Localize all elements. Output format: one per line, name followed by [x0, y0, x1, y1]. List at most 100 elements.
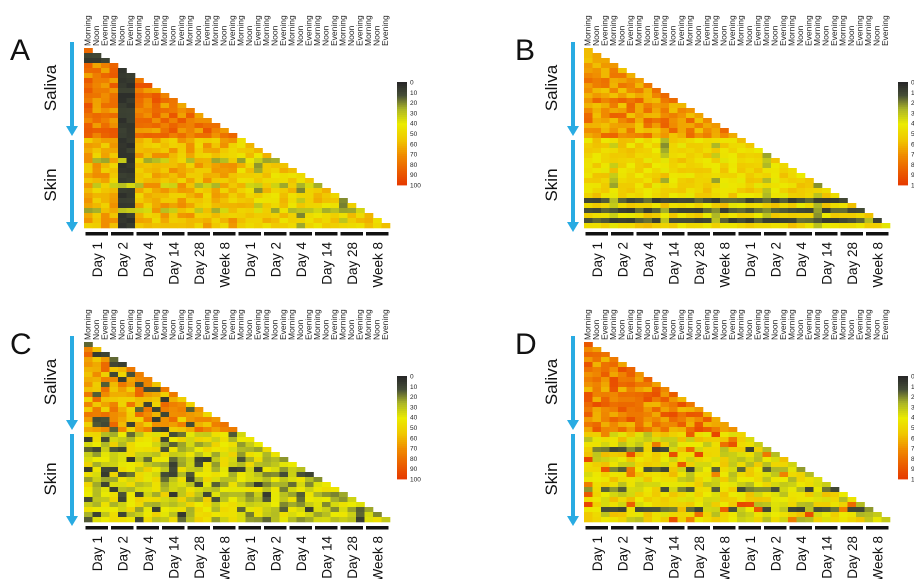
heatmap-cell: [694, 502, 704, 508]
heatmap-cell: [635, 442, 644, 448]
heatmap-cell: [652, 402, 661, 408]
heatmap-cell: [92, 58, 102, 64]
heatmap-cell: [839, 497, 848, 503]
heatmap-cell: [771, 507, 780, 513]
day-group-bar: [264, 526, 287, 530]
heatmap-cell: [856, 213, 865, 219]
heatmap-cell: [728, 153, 738, 159]
heatmap-cell: [143, 427, 153, 433]
heatmap-cell: [356, 517, 365, 523]
heatmap-cell: [194, 482, 204, 488]
heatmap-cell: [152, 133, 161, 139]
colorbar-tick: 8: [911, 162, 914, 169]
heatmap-cell: [669, 422, 678, 428]
heatmap-cell: [322, 198, 331, 204]
heatmap-cell: [109, 462, 119, 468]
heatmap-cell: [339, 512, 348, 518]
heatmap-cell: [101, 158, 110, 164]
heatmap-cell: [609, 432, 619, 438]
heatmap-cell: [660, 178, 670, 184]
heatmap-cell: [118, 462, 127, 468]
heatmap-cell: [728, 502, 738, 508]
heatmap-cell: [143, 188, 153, 194]
heatmap-cell: [745, 218, 755, 224]
heatmap-cell: [822, 517, 831, 523]
heatmap-cell: [626, 397, 636, 403]
heatmap-cell: [101, 402, 110, 408]
heatmap-cell: [822, 512, 831, 518]
heatmap-cell: [609, 447, 619, 453]
day-group-bar: [789, 526, 812, 530]
heatmap-cell: [135, 163, 144, 169]
column-label: Noon: [193, 319, 203, 340]
heatmap-cell: [262, 203, 272, 209]
heatmap-cell: [635, 377, 644, 383]
heatmap-cell: [686, 477, 695, 483]
heatmap-cell: [711, 203, 721, 209]
heatmap-cell: [864, 213, 874, 219]
heatmap-cell: [152, 153, 161, 159]
heatmap-cell: [254, 452, 263, 458]
day-label: Day 1: [590, 536, 605, 571]
colorbar-segment: [397, 162, 407, 165]
heatmap-cell: [618, 173, 627, 179]
heatmap-cell: [152, 382, 161, 388]
heatmap-cell: [228, 497, 238, 503]
heatmap-cell: [194, 407, 204, 413]
colorbar-tick: 4: [911, 415, 914, 422]
heatmap-cell: [669, 123, 678, 129]
heatmap-cell: [703, 158, 712, 164]
heatmap-cell: [728, 457, 738, 463]
heatmap-cell: [856, 517, 865, 523]
day-label: Week 8: [717, 536, 732, 579]
heatmap-cell: [92, 53, 102, 59]
heatmap-cell: [177, 512, 187, 518]
colorbar-segment: [397, 152, 407, 155]
heatmap-cell: [109, 447, 119, 453]
heatmap-cell: [677, 223, 687, 229]
heatmap-cell: [660, 213, 670, 219]
heatmap-cell: [373, 218, 382, 224]
heatmap-cell: [745, 158, 755, 164]
heatmap-cell: [177, 507, 187, 513]
heatmap-cell: [84, 83, 93, 89]
column-label: Evening: [303, 309, 313, 340]
heatmap-cell: [109, 108, 119, 114]
heatmap-cell: [152, 203, 161, 209]
heatmap-cell: [118, 472, 127, 478]
heatmap-cell: [635, 153, 644, 159]
heatmap-cell: [796, 183, 806, 189]
heatmap-cell: [271, 183, 280, 189]
heatmap-cell: [635, 193, 644, 199]
heatmap-cell: [796, 208, 806, 214]
heatmap-cell: [109, 118, 119, 124]
colorbar-tick: 70: [410, 152, 418, 159]
saliva-label: Saliva: [41, 358, 60, 405]
heatmap-cell: [694, 138, 704, 144]
heatmap-cell: [126, 372, 136, 378]
column-label: Noon: [616, 319, 626, 340]
heatmap-cell: [652, 442, 661, 448]
heatmap-cell: [618, 163, 627, 169]
heatmap-cell: [194, 497, 204, 503]
heatmap-cell: [262, 497, 272, 503]
heatmap-cell: [288, 502, 297, 508]
heatmap-cell: [194, 173, 204, 179]
heatmap-cell: [203, 148, 212, 154]
heatmap-cell: [779, 477, 789, 483]
heatmap-cell: [720, 193, 729, 199]
heatmap-cell: [169, 133, 178, 139]
colorbar-segment: [397, 413, 407, 416]
colorbar-segment: [397, 386, 407, 389]
heatmap-cell: [84, 417, 93, 423]
heatmap-cell: [822, 213, 831, 219]
heatmap-cell: [592, 377, 602, 383]
column-label: Noon: [871, 319, 881, 340]
heatmap-cell: [635, 437, 644, 443]
heatmap-cell: [737, 198, 746, 204]
column-label: Evening: [727, 309, 737, 340]
heatmap-cell: [592, 143, 602, 149]
heatmap-cell: [626, 392, 636, 398]
heatmap-cell: [601, 362, 610, 368]
heatmap-cell: [92, 158, 102, 164]
